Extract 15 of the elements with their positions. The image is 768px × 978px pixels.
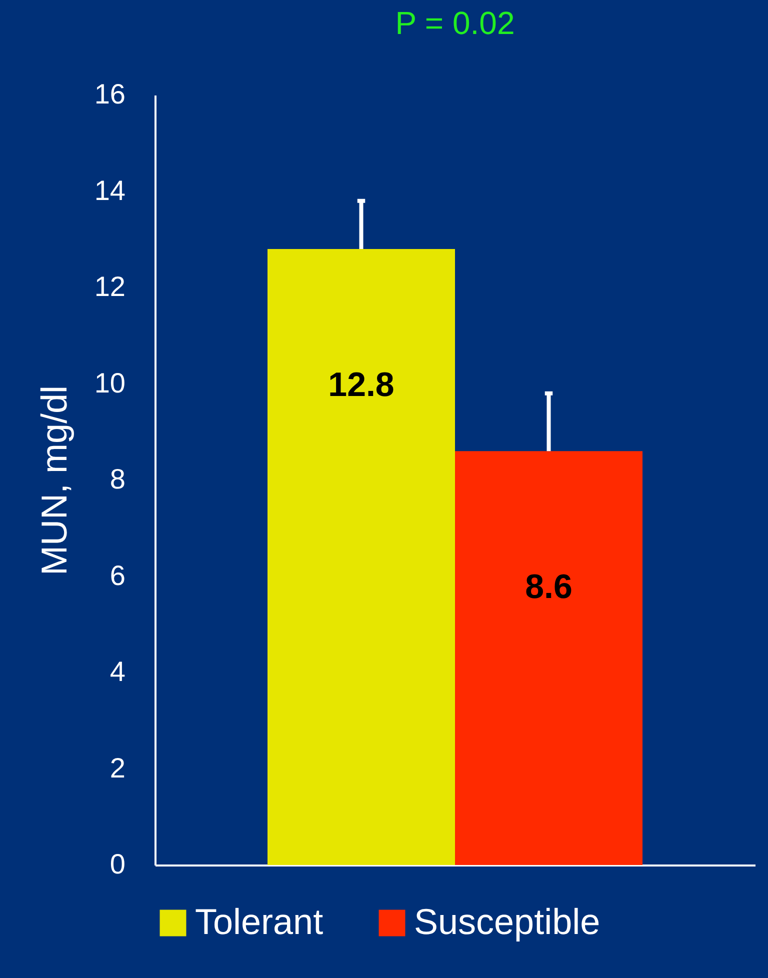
text: P = 0.02 bbox=[395, 5, 515, 41]
y-tick-label: 16 bbox=[94, 78, 126, 110]
y-tick-label: 8 bbox=[110, 464, 126, 494]
y-tick-label: 12 bbox=[94, 271, 126, 302]
legend-label: Tolerant bbox=[195, 901, 324, 942]
y-tick-label: 6 bbox=[110, 560, 126, 591]
data-label: 8.6 bbox=[525, 568, 572, 606]
y-tick-label: 4 bbox=[110, 656, 126, 687]
legend-label: Susceptible bbox=[414, 901, 600, 942]
y-tick-label: 14 bbox=[94, 174, 126, 206]
y-tick-label: 0 bbox=[110, 848, 126, 880]
y-tick-label: 10 bbox=[94, 367, 126, 398]
y-tick-label: 2 bbox=[110, 752, 126, 784]
y-axis-title: MUN, mg/dl bbox=[33, 385, 74, 576]
data-label: 12.8 bbox=[328, 366, 394, 404]
